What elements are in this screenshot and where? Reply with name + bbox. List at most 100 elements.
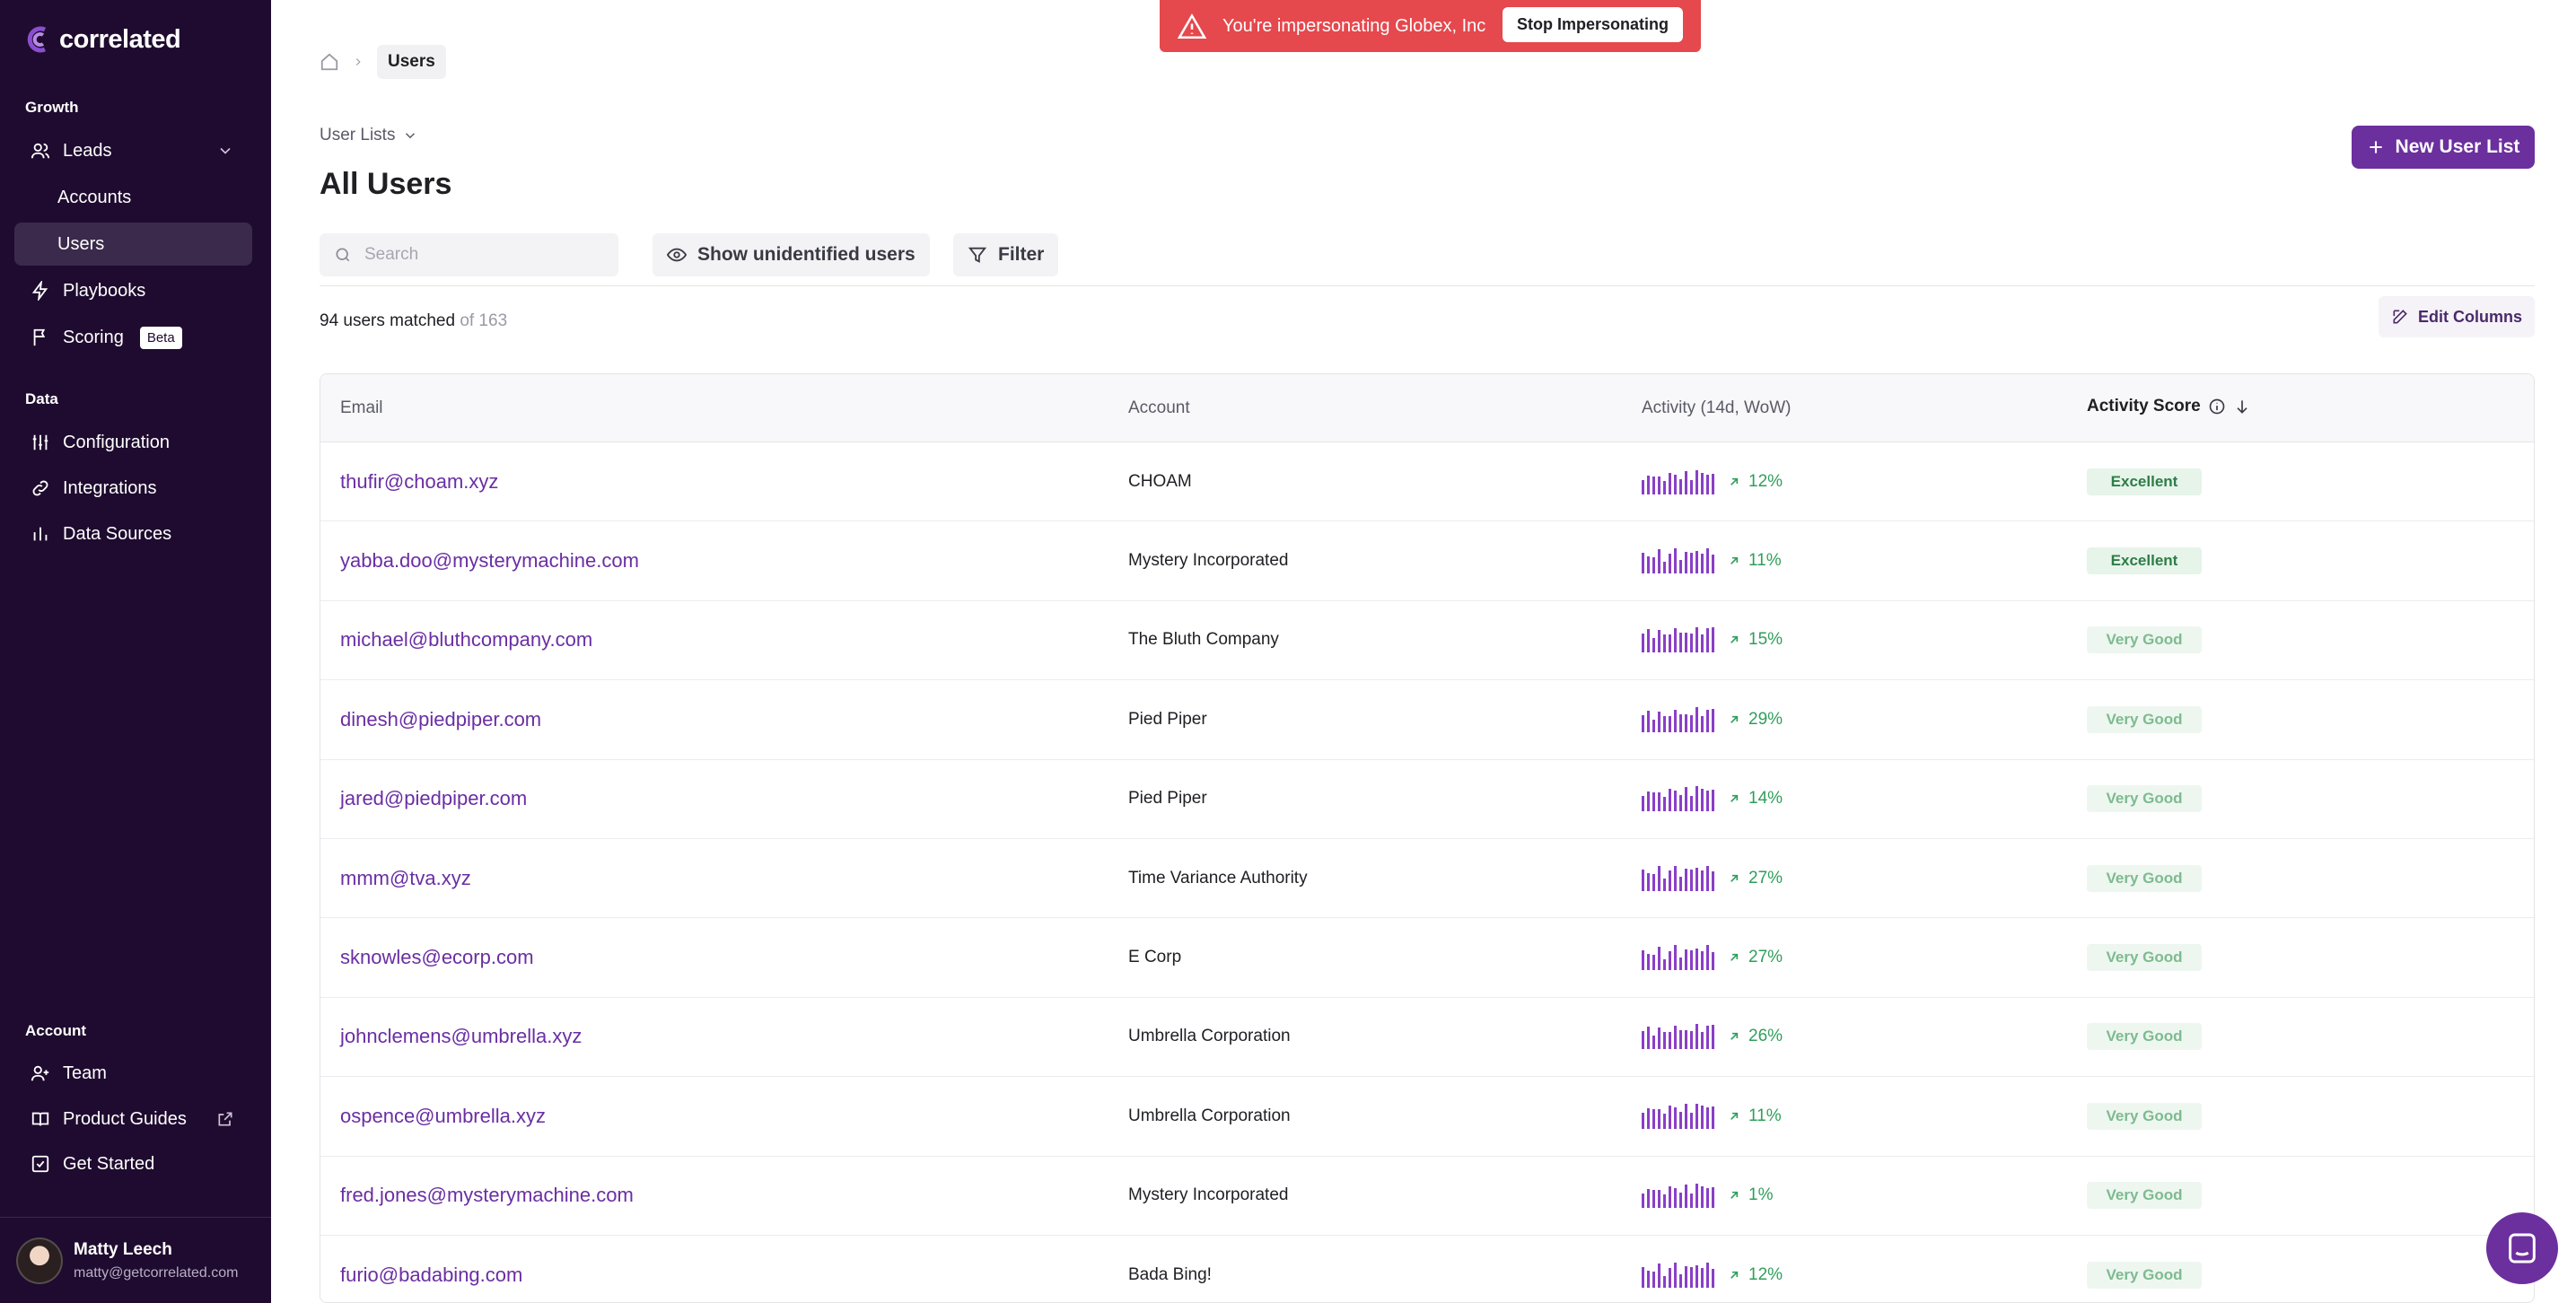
spark-bar — [1663, 562, 1666, 574]
user-email-link[interactable]: yabba.doo@mysterymachine.com — [340, 549, 639, 573]
column-email[interactable]: Email — [340, 398, 383, 417]
spark-bar — [1647, 791, 1650, 812]
column-activity-score[interactable]: Activity Score — [2087, 397, 2251, 416]
spark-bar — [1701, 1105, 1704, 1129]
spark-bar — [1658, 630, 1660, 653]
logo[interactable]: correlated — [25, 22, 181, 57]
user-lists-dropdown[interactable]: User Lists — [320, 126, 418, 145]
sidebar-item-data-sources[interactable]: Data Sources — [14, 512, 252, 555]
user-email-link[interactable]: mmm@tva.xyz — [340, 866, 471, 889]
chat-icon — [2509, 1233, 2536, 1264]
sidebar-item-leads[interactable]: Leads — [14, 129, 252, 172]
chat-launcher-button[interactable] — [2486, 1212, 2558, 1284]
user-email-link[interactable]: johnclemens@umbrella.xyz — [340, 1025, 583, 1048]
sidebar-item-integrations[interactable]: Integrations — [14, 467, 252, 510]
user-email-link[interactable]: ospence@umbrella.xyz — [340, 1104, 546, 1127]
table-row[interactable]: thufir@choam.xyz CHOAM 12% Excellent — [320, 442, 2534, 522]
search-input[interactable] — [364, 245, 598, 265]
spark-bar — [1674, 628, 1677, 653]
user-email-link[interactable]: sknowles@ecorp.com — [340, 946, 534, 969]
spark-bar — [1712, 473, 1714, 494]
chevron-down-icon[interactable] — [216, 142, 234, 160]
column-activity[interactable]: Activity (14d, WoW) — [1642, 398, 1792, 417]
user-profile[interactable]: Matty Leech matty@getcorrelated.com — [0, 1217, 271, 1303]
arrow-up-right-icon — [1730, 1033, 1739, 1041]
user-email-link[interactable]: thufir@choam.xyz — [340, 469, 499, 493]
user-email-link[interactable]: fred.jones@mysterymachine.com — [340, 1184, 634, 1207]
search-box[interactable] — [320, 233, 618, 276]
sidebar-item-team[interactable]: Team — [14, 1052, 252, 1095]
user-email-link[interactable]: dinesh@piedpiper.com — [340, 707, 542, 730]
spark-bar — [1642, 1031, 1644, 1050]
table-row[interactable]: sknowles@ecorp.com E Corp 27% Very Good — [320, 918, 2534, 998]
sidebar-item-label: Leads — [63, 140, 112, 161]
sidebar-item-users[interactable]: Users — [14, 223, 252, 266]
activity-change: 27% — [1727, 869, 1783, 888]
table-row[interactable]: mmm@tva.xyz Time Variance Authority 27% … — [320, 839, 2534, 919]
sidebar-item-scoring[interactable]: Scoring Beta — [14, 316, 252, 359]
user-activity: 1% — [1642, 1183, 1773, 1209]
activity-change: 26% — [1727, 1027, 1783, 1046]
table-row[interactable]: fred.jones@mysterymachine.com Mystery In… — [320, 1157, 2534, 1236]
activity-change: 12% — [1727, 1265, 1783, 1285]
spark-bar — [1690, 1031, 1693, 1050]
show-unidentified-label: Show unidentified users — [697, 244, 916, 265]
spark-bar — [1652, 1271, 1655, 1288]
spark-bar — [1658, 1108, 1660, 1129]
edit-columns-button[interactable]: Edit Columns — [2379, 296, 2535, 337]
sidebar-item-label: Get Started — [63, 1153, 155, 1174]
toolbar-divider — [320, 285, 2535, 286]
spark-bar — [1642, 1266, 1644, 1288]
spark-bar — [1685, 1185, 1687, 1209]
user-email-link[interactable]: jared@piedpiper.com — [340, 787, 528, 810]
home-icon[interactable] — [320, 52, 339, 72]
activity-change-value: 27% — [1748, 868, 1783, 888]
info-icon[interactable] — [2208, 398, 2226, 415]
spark-bar — [1658, 947, 1660, 971]
spark-bar — [1690, 634, 1693, 653]
table-row[interactable]: dinesh@piedpiper.com Pied Piper 29% Very… — [320, 680, 2534, 760]
user-account: Pied Piper — [1128, 709, 1207, 729]
warning-icon — [1178, 13, 1206, 39]
table-row[interactable]: ospence@umbrella.xyz Umbrella Corporatio… — [320, 1077, 2534, 1157]
user-email-link[interactable]: furio@badabing.com — [340, 1263, 523, 1286]
table-row[interactable]: michael@bluthcompany.com The Bluth Compa… — [320, 601, 2534, 681]
spark-bar — [1712, 1268, 1714, 1288]
spark-bar — [1701, 554, 1704, 574]
arrow-down-icon[interactable] — [2233, 398, 2251, 415]
new-user-list-button[interactable]: New User List — [2352, 126, 2535, 169]
sidebar-item-accounts[interactable]: Accounts — [14, 176, 252, 219]
status-badge: Excellent — [2087, 468, 2202, 495]
status-badge: Very Good — [2087, 626, 2202, 654]
spark-bar — [1674, 709, 1677, 732]
spark-bar — [1652, 638, 1655, 653]
show-unidentified-button[interactable]: Show unidentified users — [653, 233, 930, 276]
table-row[interactable]: johnclemens@umbrella.xyz Umbrella Corpor… — [320, 998, 2534, 1078]
table-row[interactable]: yabba.doo@mysterymachine.com Mystery Inc… — [320, 521, 2534, 601]
stop-impersonating-button[interactable]: Stop Impersonating — [1502, 7, 1683, 42]
user-lists-label: User Lists — [320, 126, 396, 144]
arrow-up-right-icon — [1730, 715, 1739, 723]
sidebar-item-product-guides[interactable]: Product Guides — [14, 1097, 252, 1141]
table-row[interactable]: jared@piedpiper.com Pied Piper 14% Very … — [320, 760, 2534, 839]
spark-bar — [1706, 791, 1709, 812]
spark-bar — [1701, 715, 1704, 732]
spark-bar — [1642, 714, 1644, 732]
spark-bar — [1679, 1111, 1682, 1129]
filter-button[interactable]: Filter — [953, 233, 1059, 276]
user-email-link[interactable]: michael@bluthcompany.com — [340, 628, 593, 652]
sidebar-item-configuration[interactable]: Configuration — [14, 421, 252, 464]
sidebar-item-playbooks[interactable]: Playbooks — [14, 269, 252, 312]
status-badge: Very Good — [2087, 785, 2202, 813]
spark-bar — [1658, 792, 1660, 812]
sidebar-item-get-started[interactable]: Get Started — [14, 1142, 252, 1185]
spark-bar — [1679, 633, 1682, 653]
spark-bar — [1674, 548, 1677, 574]
user-account: Mystery Incorporated — [1128, 1185, 1289, 1205]
arrow-up-right-icon — [1730, 874, 1739, 882]
table-row[interactable]: furio@badabing.com Bada Bing! 12% Very G… — [320, 1236, 2534, 1302]
spark-bar — [1652, 1190, 1655, 1209]
activity-change-value: 12% — [1748, 1264, 1783, 1284]
spark-bar — [1685, 713, 1687, 732]
column-account[interactable]: Account — [1128, 398, 1190, 417]
